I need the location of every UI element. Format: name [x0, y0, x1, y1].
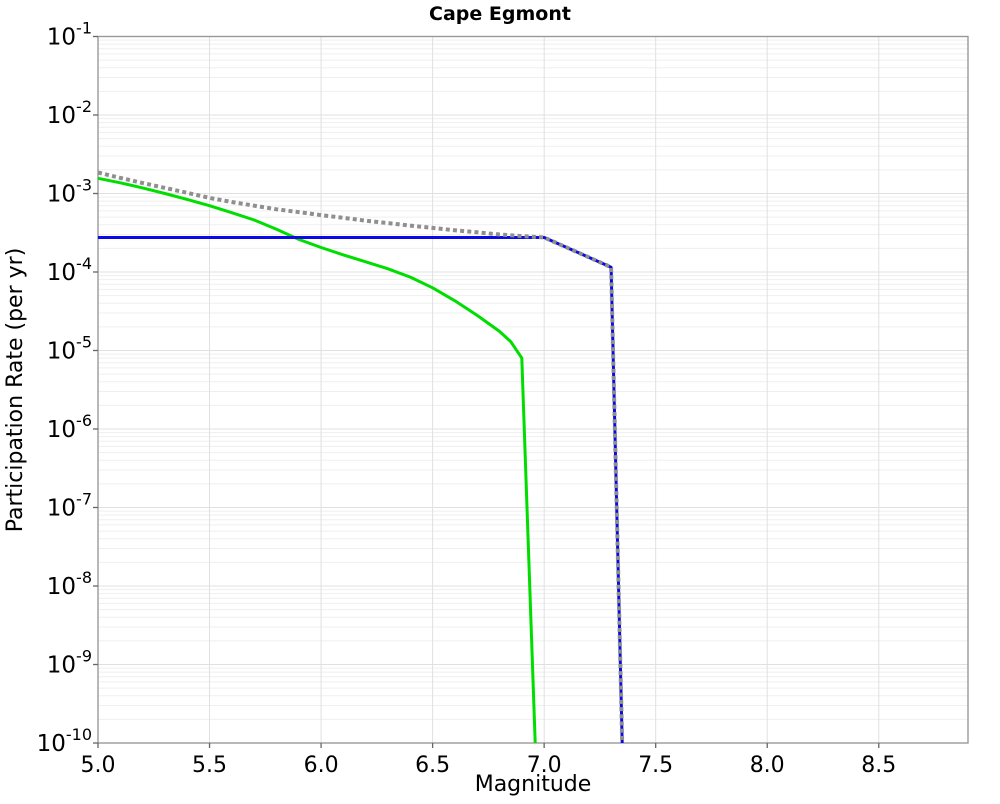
y-axis-label: Participation Rate (per yr): [3, 248, 28, 533]
series-line-blue-solid: [98, 236, 624, 744]
minor-gridlines: [98, 39, 968, 720]
y-tick-exponent: -4: [76, 254, 92, 273]
x-tick-label: 7.0: [527, 753, 562, 778]
y-tick-exponent: -6: [76, 411, 92, 430]
chart-title: Cape Egmont: [429, 3, 571, 25]
y-tick-exponent: -1: [76, 19, 92, 38]
y-tick-exponent: -10: [66, 725, 92, 744]
axis-ticks: [93, 35, 880, 748]
x-tick-label: 6.5: [415, 753, 450, 778]
y-tick-label: 10-3: [47, 176, 92, 208]
y-tick-label: 10-7: [47, 490, 92, 522]
series-line-gray-dotted: [97, 170, 625, 744]
y-tick-exponent: -5: [76, 333, 92, 352]
series-line-green-solid: [97, 176, 537, 744]
y-tick-exponent: -2: [76, 97, 92, 116]
x-tick-label: 5.5: [192, 753, 227, 778]
y-tick-label: 10-8: [47, 568, 92, 600]
x-tick-label: 5.0: [81, 753, 116, 778]
y-tick-exponent: -3: [76, 176, 92, 195]
y-tick-exponent: -9: [76, 647, 92, 666]
axis-tick-labels: 5.0 5.5 6.0 6.5 7.0 7.5 8.0 8.5 10-1 10-2 10-3 10-4…: [37, 19, 897, 779]
y-tick-label: 10-5: [47, 333, 92, 365]
x-tick-label: 7.5: [638, 753, 673, 778]
data-series: [97, 170, 625, 744]
x-tick-label: 8.5: [861, 753, 896, 778]
x-axis-label: Magnitude: [475, 772, 592, 797]
y-tick-label: 10-1: [47, 19, 92, 51]
y-tick-label: 10-9: [47, 647, 92, 679]
x-tick-label: 8.0: [750, 753, 785, 778]
y-tick-label: 10-6: [47, 411, 92, 443]
plot-border: [97, 35, 969, 744]
y-tick-exponent: -7: [76, 490, 92, 509]
y-tick-label: 10-2: [47, 97, 92, 129]
y-tick-label: 10-4: [47, 254, 92, 286]
x-tick-label: 6.0: [304, 753, 339, 778]
y-tick-exponent: -8: [76, 568, 92, 587]
